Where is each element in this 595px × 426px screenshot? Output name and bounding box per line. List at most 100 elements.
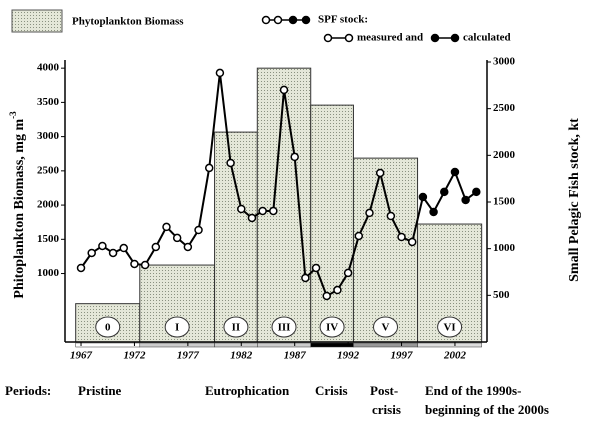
period-strip — [310, 342, 354, 348]
legend-title: SPF stock: — [318, 14, 368, 26]
period-badge — [271, 316, 297, 338]
y2-axis-label: Small Pelagic Fish stock, kt — [567, 118, 582, 282]
point — [397, 232, 406, 242]
x-tick-label: 1997 — [391, 350, 414, 362]
point — [269, 206, 278, 216]
y2-tick-label: 2000 — [493, 149, 516, 161]
legend-entry: calculated — [463, 32, 511, 44]
point — [237, 204, 246, 214]
period-name: Post- — [370, 383, 398, 398]
point — [76, 263, 86, 273]
y-tick-label: 3500 — [37, 96, 60, 108]
bar — [352, 157, 419, 343]
point — [354, 231, 364, 241]
y2-tick-label: 2500 — [493, 102, 516, 114]
periods-title: Periods: — [5, 383, 51, 398]
period-name: beginning of the 2000s — [425, 402, 549, 417]
period-badge — [319, 316, 345, 338]
period-strip — [417, 342, 482, 348]
period-name: Crisis — [315, 383, 348, 398]
period-badge — [95, 316, 121, 338]
y-tick-label: 3000 — [37, 130, 60, 142]
y-axis-label: Phitoplankton Biomass, mg m-3 — [8, 111, 27, 299]
y-tick-label: 1500 — [37, 233, 60, 245]
point — [386, 211, 396, 221]
point — [130, 259, 139, 269]
y2-tick-label: 500 — [493, 289, 510, 301]
point — [87, 248, 96, 258]
legend-entry: measured and — [357, 32, 423, 44]
y2-tick-label: 3000 — [493, 56, 516, 68]
bar — [256, 67, 312, 343]
point — [375, 168, 385, 178]
point — [279, 85, 289, 95]
y2-tick-label: 1500 — [493, 196, 516, 208]
x-tick-label: 1967 — [70, 350, 93, 362]
period-strip — [353, 342, 418, 348]
period-badge — [437, 316, 463, 338]
period-name: Pristine — [78, 383, 122, 398]
point — [472, 187, 481, 197]
point — [247, 213, 257, 223]
period-label: III — [278, 322, 291, 334]
bar — [310, 104, 354, 343]
period-name: End of the 1990s- — [425, 383, 521, 398]
point — [215, 68, 225, 78]
period-badge — [373, 316, 399, 338]
y-label-sup: -3 — [8, 111, 18, 119]
series-connector — [411, 196, 424, 243]
y2-tick-label: 1000 — [493, 242, 516, 254]
point — [258, 206, 267, 216]
period-badge — [223, 316, 249, 338]
point — [204, 163, 214, 173]
x-tick-label: 1987 — [284, 350, 307, 362]
point — [440, 187, 449, 197]
point — [108, 248, 118, 258]
y-tick-label: 2500 — [37, 164, 60, 176]
legend-bar-label: Phytoplankton Biomass — [72, 16, 184, 28]
point — [322, 291, 331, 301]
point — [343, 268, 353, 278]
point — [183, 242, 193, 252]
period-label: II — [232, 322, 241, 334]
point — [365, 208, 374, 218]
point — [407, 237, 417, 247]
series-line — [422, 169, 477, 214]
point — [119, 243, 129, 253]
point — [151, 242, 161, 252]
point — [311, 263, 321, 273]
period-label: V — [382, 322, 390, 334]
x-tick-label: 1982 — [230, 350, 253, 362]
period-strip — [257, 342, 311, 348]
y-tick-label: 4000 — [37, 62, 60, 74]
y-tick-label: 2000 — [37, 199, 60, 211]
point — [140, 260, 150, 270]
period-name: crisis — [372, 402, 401, 417]
point — [418, 192, 428, 202]
point — [172, 233, 182, 243]
point — [429, 207, 438, 217]
x-tick-label: 1992 — [337, 350, 360, 362]
x-tick-label: 2002 — [443, 350, 467, 362]
y-label-text: Phitoplankton Biomass, mg m — [12, 119, 27, 299]
legend-swatch — [11, 9, 63, 33]
point — [194, 225, 203, 235]
point — [98, 241, 107, 251]
period-strip — [139, 342, 215, 348]
period-label: VI — [443, 322, 455, 334]
period-badge — [164, 316, 190, 338]
point — [301, 273, 310, 283]
period-strip — [75, 342, 141, 348]
point — [450, 167, 460, 177]
bar — [214, 131, 258, 343]
legend-line-symbol — [261, 15, 460, 43]
period-name: Eutrophication — [205, 383, 290, 398]
point — [333, 285, 342, 295]
y-tick-label: 1000 — [37, 267, 60, 279]
point — [226, 158, 235, 168]
period-label: 0 — [105, 322, 111, 334]
x-tick-label: 1972 — [123, 350, 146, 362]
period-strip — [214, 342, 258, 348]
point — [461, 195, 470, 205]
